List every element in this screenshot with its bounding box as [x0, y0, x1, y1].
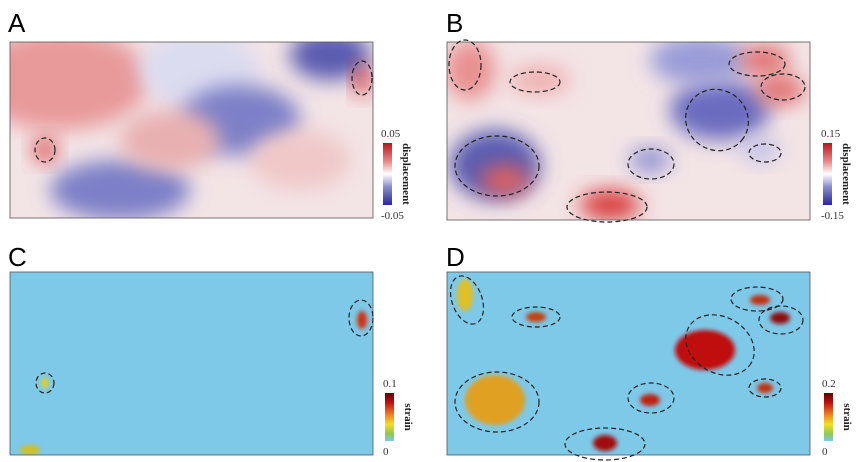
highlight-ring: [627, 382, 675, 414]
heatmap-patch: [740, 138, 780, 162]
heatmap-frame: [9, 41, 374, 219]
highlight-ring: [566, 191, 648, 223]
heatmap-patch: [250, 130, 350, 190]
heatmap-patch: [580, 190, 640, 220]
highlight-ring: [728, 51, 786, 77]
highlight-ring: [758, 305, 804, 335]
heatmap-patch: [480, 165, 530, 195]
heatmap-patch: [120, 110, 220, 170]
heatmap-patch: [640, 394, 660, 406]
heatmap-patch: [650, 42, 750, 85]
highlight-ring: [454, 371, 540, 433]
heatmaps: [10, 42, 810, 455]
highlight-ring: [748, 378, 782, 398]
heatmap-patch: [290, 42, 370, 80]
panel-label: D: [446, 242, 465, 272]
heatmap: [447, 42, 810, 220]
heatmap: [10, 272, 373, 455]
colorbar-tick-label: 0.2: [822, 378, 836, 390]
heatmap-patch: [354, 66, 370, 94]
colorbar-tick-label: 0.1: [383, 378, 397, 390]
panel-label: A: [8, 8, 26, 38]
heatmap-patch: [357, 311, 367, 329]
colorbar-tick-label: 0: [383, 446, 389, 458]
colorbar-tick-label: -0.05: [381, 210, 404, 222]
heatmap-patch: [457, 279, 473, 311]
highlight-ring: [35, 372, 55, 394]
heatmap-patch: [33, 138, 57, 162]
highlight-ring: [760, 73, 806, 101]
heatmap-frame: [9, 271, 374, 456]
colorbar-label: displacement: [840, 143, 852, 205]
colorbar: [823, 143, 832, 205]
highlight-ring: [34, 137, 56, 163]
heatmap-patch: [670, 80, 770, 140]
highlight-ring: [348, 299, 374, 337]
heatmap-patch: [50, 160, 190, 218]
colorbar-tick-label: 0.15: [821, 128, 841, 140]
heatmap: [447, 272, 810, 455]
highlight-ring: [627, 148, 675, 180]
heatmap-frame: [446, 271, 811, 456]
highlight-ring: [351, 60, 373, 96]
highlight-ring: [748, 143, 782, 163]
panel-label: C: [8, 242, 27, 272]
highlight-ring: [685, 314, 755, 376]
heatmap-patch: [20, 445, 40, 455]
heatmap-bg: [10, 272, 373, 455]
highlight-ring: [509, 71, 561, 93]
highlight-ring: [730, 286, 784, 312]
highlight-ring: [454, 135, 540, 197]
heatmap-patch: [755, 75, 805, 105]
highlight-ring: [449, 275, 485, 325]
heatmap-patch: [593, 435, 617, 451]
heatmap-patch: [465, 375, 525, 425]
colorbar: [824, 393, 833, 441]
heatmap-patch: [447, 42, 495, 100]
heatmap-patch: [770, 312, 790, 324]
highlight-ring: [564, 427, 646, 461]
heatmap-patch: [10, 42, 150, 130]
highlight-ring: [685, 88, 749, 152]
heatmap: [10, 42, 373, 218]
heatmap-patch: [526, 312, 546, 322]
heatmap-patch: [510, 65, 570, 95]
colorbar-tick-label: -0.15: [821, 210, 844, 222]
colorbar-tick-label: 0.05: [381, 128, 401, 140]
colorbar-label: displacement: [400, 143, 412, 205]
heatmap-patch: [41, 378, 49, 388]
highlight-ring: [448, 39, 482, 91]
heatmap-patch: [757, 383, 773, 393]
panel-label: B: [446, 8, 463, 38]
colorbar: [385, 393, 394, 441]
heatmap-patch: [750, 295, 770, 305]
heatmap-patch: [740, 45, 790, 75]
colorbar-label: strain: [402, 403, 414, 431]
heatmap-patch: [630, 148, 670, 172]
colorbar-label: strain: [841, 403, 853, 431]
colorbar: [383, 143, 392, 205]
highlight-ring: [511, 306, 561, 328]
heatmap-patch: [675, 330, 735, 370]
colorbar-tick-label: 0: [822, 446, 828, 458]
heatmap-bg: [447, 272, 810, 455]
